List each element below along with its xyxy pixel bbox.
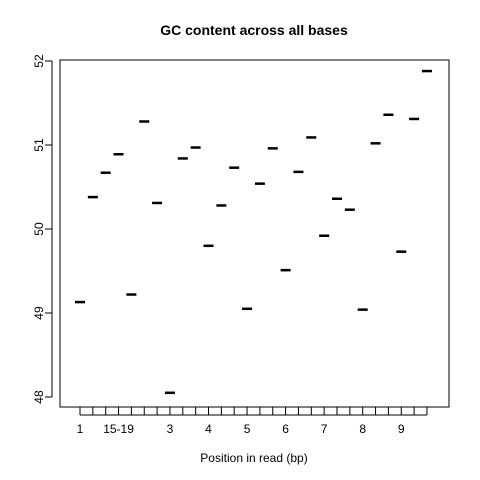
x-tick-label: 6 [282,422,289,436]
x-tick-label: 7 [321,422,328,436]
y-tick-label: 51 [32,138,46,152]
y-tick-label: 52 [32,54,46,68]
x-tick-label: 9 [398,422,405,436]
y-axis: 48 49 50 51 52 [32,54,53,404]
y-tick-label: 50 [32,222,46,236]
y-tick-label: 49 [32,306,46,320]
x-axis: 1 15-19 3 4 5 6 7 8 9 [77,407,428,436]
y-tick-label: 48 [32,390,46,404]
x-tick-label: 8 [359,422,366,436]
x-axis-label: Position in read (bp) [200,451,307,465]
data-points [75,69,432,395]
x-tick-label: 5 [244,422,251,436]
x-tick-label: 3 [167,422,174,436]
chart-title: GC content across all bases [160,22,348,38]
x-tick-label: 4 [205,422,212,436]
plot-frame [59,59,450,408]
x-tick-label: 1 [77,422,84,436]
x-tick-label: 15-19 [103,422,134,436]
